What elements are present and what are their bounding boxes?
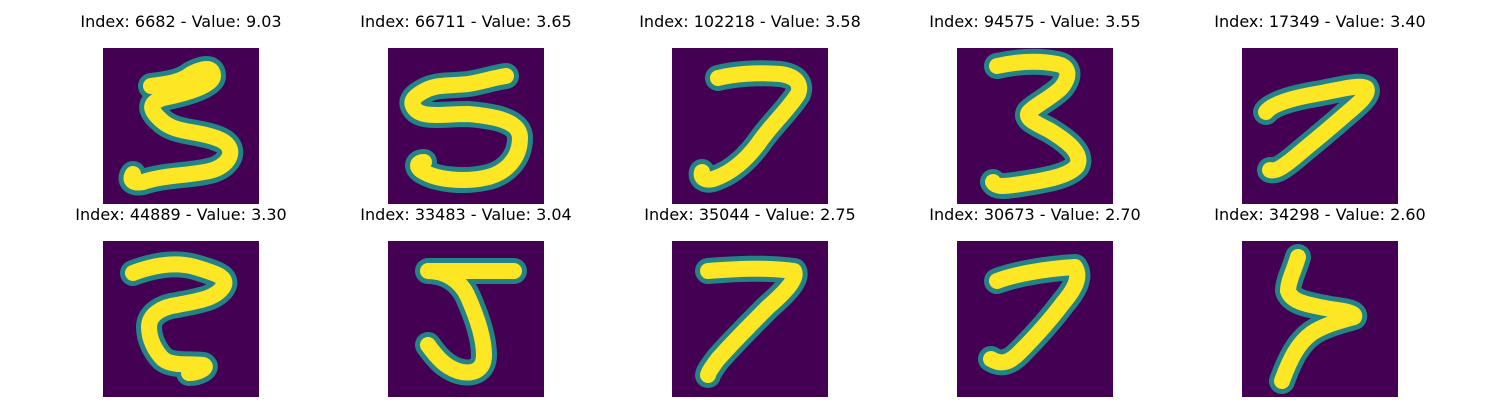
grid-cell: Index: 30673 - Value: 2.70: [929, 205, 1141, 397]
grid-cell: Index: 6682 - Value: 9.03: [80, 12, 282, 204]
digit-image: [388, 241, 544, 397]
cell-title: Index: 17349 - Value: 3.40: [1214, 12, 1426, 31]
digit-image: [103, 48, 259, 204]
digit-image: [1242, 48, 1398, 204]
cell-title: Index: 30673 - Value: 2.70: [929, 205, 1141, 224]
digit-image: [957, 241, 1113, 397]
grid-cell: Index: 44889 - Value: 3.30: [75, 205, 287, 397]
grid-cell: Index: 33483 - Value: 3.04: [360, 205, 572, 397]
digit-image: [1242, 241, 1398, 397]
digit-image: [388, 48, 544, 204]
cell-title: Index: 94575 - Value: 3.55: [929, 12, 1141, 31]
cell-title: Index: 6682 - Value: 9.03: [80, 12, 282, 31]
digit-image: [103, 241, 259, 397]
digit-image: [672, 241, 828, 397]
cell-title: Index: 34298 - Value: 2.60: [1214, 205, 1426, 224]
cell-title: Index: 44889 - Value: 3.30: [75, 205, 287, 224]
digit-image: [957, 48, 1113, 204]
grid-cell: Index: 34298 - Value: 2.60: [1214, 205, 1426, 397]
grid-cell: Index: 66711 - Value: 3.65: [360, 12, 572, 204]
grid-cell: Index: 102218 - Value: 3.58: [639, 12, 861, 204]
grid-cell: Index: 35044 - Value: 2.75: [644, 205, 856, 397]
cell-title: Index: 102218 - Value: 3.58: [639, 12, 861, 31]
digit-image: [672, 48, 828, 204]
cell-title: Index: 33483 - Value: 3.04: [360, 205, 572, 224]
grid-cell: Index: 94575 - Value: 3.55: [929, 12, 1141, 204]
cell-title: Index: 35044 - Value: 2.75: [644, 205, 856, 224]
cell-title: Index: 66711 - Value: 3.65: [360, 12, 572, 31]
grid-cell: Index: 17349 - Value: 3.40: [1214, 12, 1426, 204]
